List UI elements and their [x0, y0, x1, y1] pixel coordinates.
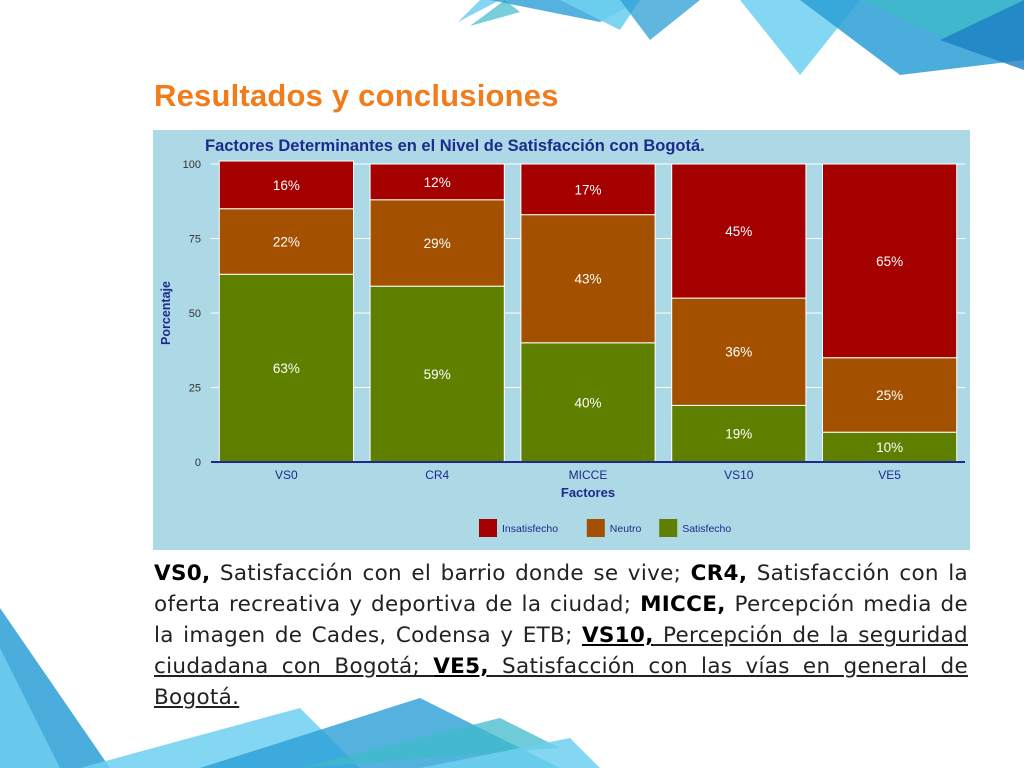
- data-label: 17%: [574, 182, 601, 197]
- bar-segment-neutro: [520, 214, 656, 344]
- bar-segment-satisfecho: [369, 285, 505, 463]
- x-tick-label: VE5: [878, 468, 901, 482]
- data-label: 40%: [574, 395, 601, 410]
- bar-segment-neutro: [218, 208, 355, 275]
- caption-vs0-code: VS0,: [154, 561, 211, 586]
- chart-title: Factores Determinantes en el Nivel de Sa…: [205, 137, 705, 155]
- data-label: 10%: [876, 440, 903, 455]
- slide-title: Resultados y conclusiones: [154, 78, 559, 113]
- y-tick-label: 25: [189, 383, 201, 395]
- bar-segment-neutro: [671, 297, 807, 406]
- data-label: 59%: [424, 367, 451, 382]
- data-label: 16%: [273, 178, 300, 193]
- caption-ve5-code: VE5,: [433, 654, 489, 679]
- bar-segment-insatisfecho: [821, 163, 958, 359]
- legend-swatch-insatisfecho: [479, 519, 497, 537]
- caption-vs10-text: Percepción de la seguridad ciudadana con…: [154, 623, 968, 679]
- caption-cr4-code: CR4,: [690, 561, 748, 586]
- caption-ve5-text: Satisfacción con las vías en general de …: [154, 654, 968, 710]
- caption-micce-text: Percepción media de la imagen de Cades, …: [154, 592, 968, 648]
- bar-segment-satisfecho: [218, 273, 355, 463]
- chart-caption: VS0, Satisfacción con el barrio donde se…: [154, 558, 968, 713]
- x-tick-label: MICCE: [569, 468, 608, 482]
- legend-swatch-neutro: [586, 519, 605, 537]
- data-label: 36%: [725, 345, 752, 360]
- data-label: 12%: [424, 175, 451, 190]
- top-right-decoration: [458, 0, 1024, 75]
- bar-segment-insatisfecho: [369, 163, 505, 201]
- bar-segment-neutro: [369, 199, 505, 287]
- caption-cr4-text: Satisfacción con la oferta recreativa y …: [154, 561, 968, 617]
- caption-vs10-code: VS10,: [581, 623, 654, 648]
- x-tick-label: VS10: [724, 468, 754, 482]
- x-tick-label: VS0: [275, 468, 298, 482]
- y-tick-label: 75: [189, 234, 201, 246]
- stacked-bar-chart: Factores Determinantes en el Nivel de Sa…: [153, 130, 970, 550]
- bar-segment-satisfecho: [520, 342, 656, 463]
- y-axis-label: Porcentaje: [159, 281, 173, 345]
- chart-svg: Factores Determinantes en el Nivel de Sa…: [159, 137, 965, 537]
- bar-segment-satisfecho: [671, 404, 807, 463]
- y-tick-label: 50: [189, 308, 201, 320]
- y-tick-label: 0: [195, 457, 201, 469]
- bar-segment-insatisfecho: [671, 163, 807, 299]
- x-axis-label: Factores: [561, 485, 615, 500]
- data-label: 43%: [574, 272, 601, 287]
- data-label: 65%: [876, 254, 903, 269]
- legend-label: Insatisfecho: [502, 523, 558, 535]
- x-tick-label: CR4: [425, 468, 449, 482]
- bar-segment-neutro: [821, 357, 958, 433]
- bar-segment-insatisfecho: [218, 160, 355, 210]
- caption-vs0-text: Satisfacción con el barrio donde se vive…: [210, 561, 691, 586]
- data-label: 25%: [876, 388, 903, 403]
- caption-micce-code: MICCE,: [640, 592, 726, 617]
- data-label: 63%: [273, 361, 300, 376]
- legend-swatch-satisfecho: [659, 519, 678, 537]
- y-tick-label: 100: [183, 159, 201, 171]
- bar-segment-insatisfecho: [520, 163, 656, 216]
- legend-label: Satisfecho: [682, 523, 731, 535]
- data-label: 22%: [273, 234, 300, 249]
- data-label: 19%: [725, 427, 752, 442]
- data-label: 45%: [725, 224, 752, 239]
- legend-label: Neutro: [610, 523, 642, 535]
- data-label: 29%: [424, 236, 451, 251]
